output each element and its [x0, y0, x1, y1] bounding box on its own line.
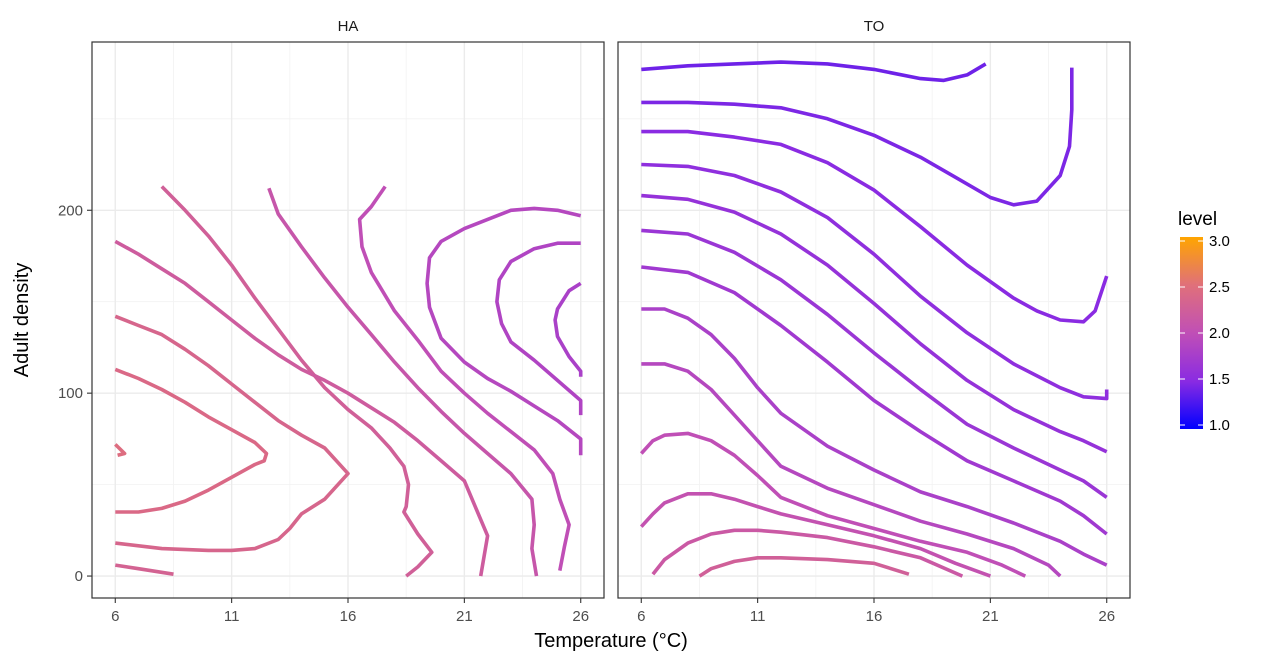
contour-line	[114, 314, 350, 553]
contour-line	[267, 187, 539, 577]
contour-line	[641, 193, 1108, 454]
panel-ha-strip	[92, 9, 604, 42]
legend: level 1.0 1.5 2.0 2.5 3.0	[1178, 209, 1230, 434]
contour-line	[641, 129, 1109, 324]
x-tick-label: 21	[982, 608, 999, 625]
panel-ha: HA	[91, 9, 605, 599]
contour-line	[114, 443, 127, 458]
panel-to: TO	[617, 9, 1131, 599]
contour-line	[114, 239, 490, 577]
legend-tick-label: 2.0	[1209, 325, 1230, 342]
x-axis-ha: 6 11 16 21 26	[111, 598, 589, 625]
contour-line	[425, 206, 583, 456]
x-tick-label: 6	[637, 608, 645, 625]
panel-ha-grid	[92, 42, 604, 598]
x-tick-label: 11	[750, 608, 766, 625]
x-tick-label: 26	[572, 608, 589, 625]
legend-tick-label: 2.5	[1209, 279, 1230, 296]
x-tick-label: 16	[866, 608, 883, 625]
contour-line	[115, 563, 174, 576]
contour-line	[641, 67, 1074, 207]
contour-line	[160, 185, 434, 578]
y-axis-title: Adult density	[11, 263, 33, 378]
contour-line	[641, 228, 1108, 499]
panel-ha-title: HA	[338, 18, 359, 35]
legend-tick-label: 3.0	[1209, 233, 1230, 250]
x-tick-label: 16	[340, 608, 357, 625]
panel-to-contours	[639, 60, 1109, 578]
contour-line	[495, 241, 583, 416]
contour-line	[641, 60, 987, 83]
contour-line	[641, 362, 1062, 578]
contour-line	[639, 492, 992, 578]
x-axis-to: 6 11 16 21 26	[637, 598, 1115, 625]
x-tick-label: 6	[111, 608, 119, 625]
legend-title: level	[1178, 209, 1217, 230]
legend-ticks: 1.0 1.5 2.0 2.5 3.0	[1180, 233, 1230, 434]
panel-to-title: TO	[864, 18, 885, 35]
x-tick-label: 21	[456, 608, 473, 625]
contour-line	[639, 431, 1027, 578]
contour-line	[641, 265, 1108, 536]
panel-to-strip	[618, 9, 1130, 42]
legend-tick-label: 1.0	[1209, 417, 1230, 434]
panel-ha-contours	[114, 185, 583, 578]
contour-line	[114, 367, 269, 514]
x-tick-label: 26	[1098, 608, 1115, 625]
y-axis: 0 100 200	[58, 202, 92, 585]
legend-tick-label: 1.5	[1209, 371, 1230, 388]
x-axis-title: Temperature (°C)	[534, 630, 688, 652]
contour-line	[641, 162, 1109, 401]
contour-line	[553, 281, 583, 377]
y-tick-label: 100	[58, 385, 83, 402]
contour-line	[651, 528, 964, 578]
panel-to-grid	[618, 42, 1130, 598]
legend-colorbar	[1180, 237, 1203, 429]
y-tick-label: 0	[75, 568, 83, 585]
contour-line	[641, 307, 1108, 567]
contour-line	[357, 185, 571, 571]
contour-line	[698, 556, 910, 578]
x-tick-label: 11	[224, 608, 240, 625]
y-tick-label: 200	[58, 202, 83, 219]
